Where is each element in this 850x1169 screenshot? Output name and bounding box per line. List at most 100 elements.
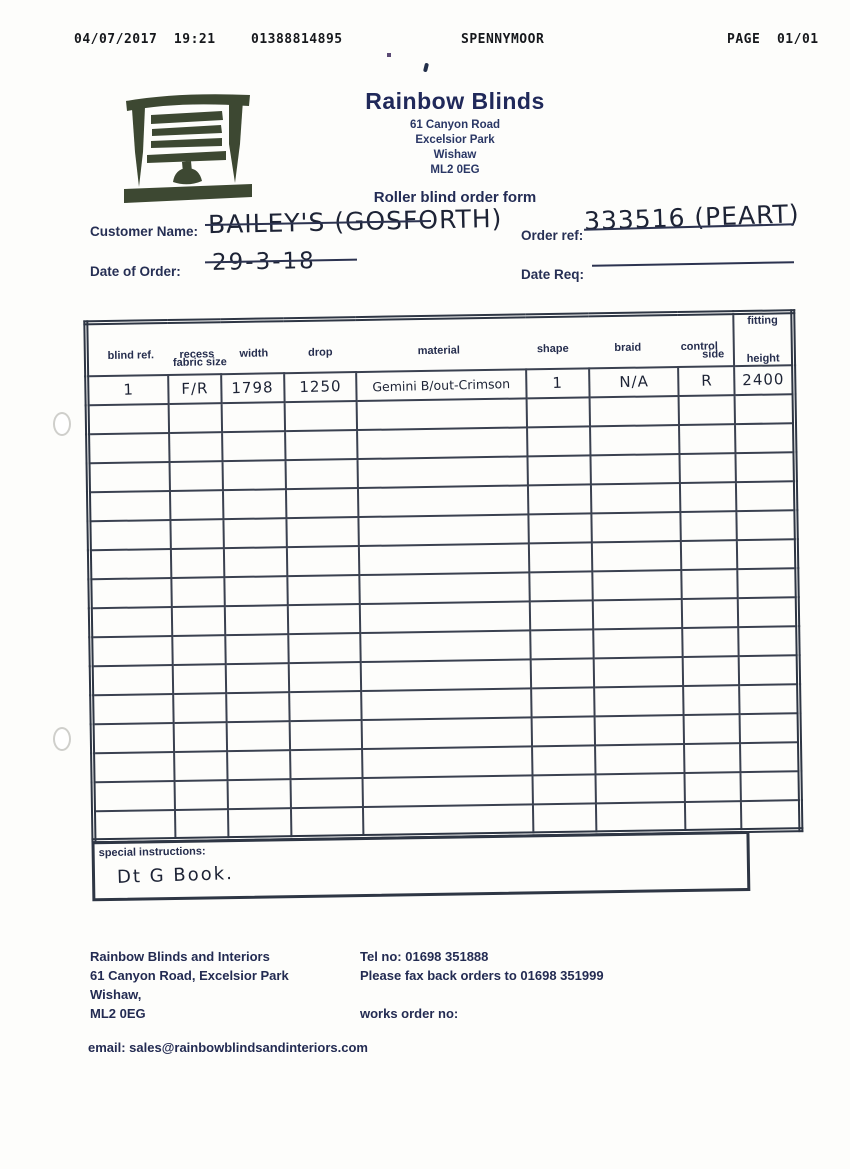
order-ref-label: Order ref: <box>521 228 584 243</box>
table-cell <box>87 404 170 435</box>
table-cell <box>169 461 223 492</box>
company-address-line1: 61 Canyon Road <box>409 119 501 131</box>
table-cell-value: 1250 <box>299 377 342 397</box>
table-cell <box>91 664 174 696</box>
table-cell <box>735 452 796 483</box>
footer-fax-note: Please fax back orders to 01698 351999 <box>360 967 604 983</box>
table-cell <box>526 426 591 457</box>
punch-hole-mark <box>53 412 71 436</box>
table-cell <box>171 606 226 636</box>
table-cell-value: 1 <box>122 380 134 399</box>
table-cell <box>288 662 362 693</box>
table-cell <box>287 575 361 606</box>
table-cell <box>291 807 364 838</box>
col-braid: braid <box>614 341 642 355</box>
table-cell <box>88 520 171 551</box>
table-cell <box>739 713 800 744</box>
table-cell <box>169 432 223 463</box>
col-side: side <box>702 348 725 361</box>
table-cell <box>532 803 597 834</box>
table-cell <box>528 571 593 602</box>
table-cell <box>678 395 736 426</box>
table-cell: Gemini B/out-Crimson <box>356 369 527 402</box>
table-cell <box>681 540 738 570</box>
customer-name-label: Customer Name: <box>90 224 199 239</box>
order-form-area: blind ref. recess width drop material sh… <box>83 309 816 901</box>
table-cell <box>594 714 685 746</box>
date-req-rule <box>591 261 795 267</box>
table-cell <box>741 800 801 831</box>
table-cell <box>736 510 797 541</box>
col-drop: drop <box>307 346 333 359</box>
table-cell <box>221 402 286 433</box>
table-cell <box>684 772 742 802</box>
table-cell <box>286 488 359 519</box>
table-cell <box>225 634 289 665</box>
table-header-fitting: fitting height <box>733 311 794 367</box>
special-instructions-box: special instructions: Dt G Book. <box>91 830 751 901</box>
table-cell <box>92 751 175 783</box>
table-cell <box>173 722 228 752</box>
table-cell <box>530 687 595 718</box>
footer-address: 61 Canyon Road, Excelsior Park <box>90 967 289 983</box>
fax-datetime: 04/07/2017 19:21 <box>74 32 216 47</box>
table-cell <box>595 772 686 804</box>
table-cell <box>594 743 685 775</box>
table-cell <box>174 780 228 810</box>
order-table-body: blind ref. recess width drop material sh… <box>85 311 801 841</box>
table-cell <box>286 546 360 577</box>
table-cell <box>90 635 173 667</box>
table-cell <box>172 635 226 665</box>
table-cell <box>679 424 736 454</box>
table-cell <box>362 746 533 779</box>
table-cell <box>589 425 680 456</box>
table-cell <box>529 600 593 631</box>
table-cell <box>590 453 681 485</box>
footer-works-order: works order no: <box>360 1005 459 1021</box>
table-cell <box>592 598 683 630</box>
table-cell <box>683 685 740 715</box>
table-cell <box>740 771 801 802</box>
table-cell <box>593 656 684 688</box>
fax-page-count: PAGE 01/01 <box>727 32 819 47</box>
table-cell <box>591 511 682 543</box>
table-cell <box>357 398 527 431</box>
table-cell <box>170 519 224 550</box>
company-postcode: ML2 0EG <box>430 163 480 176</box>
table-cell <box>361 688 532 721</box>
table-cell <box>88 491 171 522</box>
company-address-line2: Excelsior Park <box>415 133 495 146</box>
table-cell <box>682 656 740 686</box>
table-cell <box>227 779 292 810</box>
table-cell <box>222 489 287 520</box>
table-cell <box>685 801 742 831</box>
footer-contact-block: Tel no: 01698 351888 Please fax back ord… <box>360 948 604 1024</box>
col-shape: shape <box>536 342 569 356</box>
table-cell <box>737 568 798 599</box>
table-cell <box>532 774 596 805</box>
table-cell <box>589 396 680 427</box>
table-cell <box>734 394 795 425</box>
table-header-main: blind ref. recess width drop material sh… <box>85 312 735 377</box>
footer-town: Wishaw, <box>90 986 142 1002</box>
company-header: Rainbow Blinds 61 Canyon Road Excelsior … <box>300 88 610 178</box>
col-fabric-size: fabric size <box>172 356 227 369</box>
table-cell <box>174 809 229 839</box>
table-cell <box>358 514 529 547</box>
col-height: height <box>746 352 780 365</box>
footer-company-block: Rainbow Blinds and Interiors 61 Canyon R… <box>90 948 289 1023</box>
table-cell <box>362 717 532 750</box>
form-title: Roller blind order form <box>373 189 537 206</box>
table-cell <box>358 485 528 518</box>
table-cell <box>174 751 228 781</box>
table-cell-value: F/R <box>181 379 209 398</box>
table-cell <box>288 633 362 664</box>
table-cell <box>290 778 364 809</box>
table-cell <box>592 627 683 659</box>
fax-station: SPENNYMOOR <box>461 32 545 47</box>
table-cell <box>679 453 737 483</box>
table-cell <box>225 663 290 694</box>
table-cell <box>93 780 175 812</box>
table-cell <box>286 517 360 548</box>
table-cell <box>590 482 681 514</box>
